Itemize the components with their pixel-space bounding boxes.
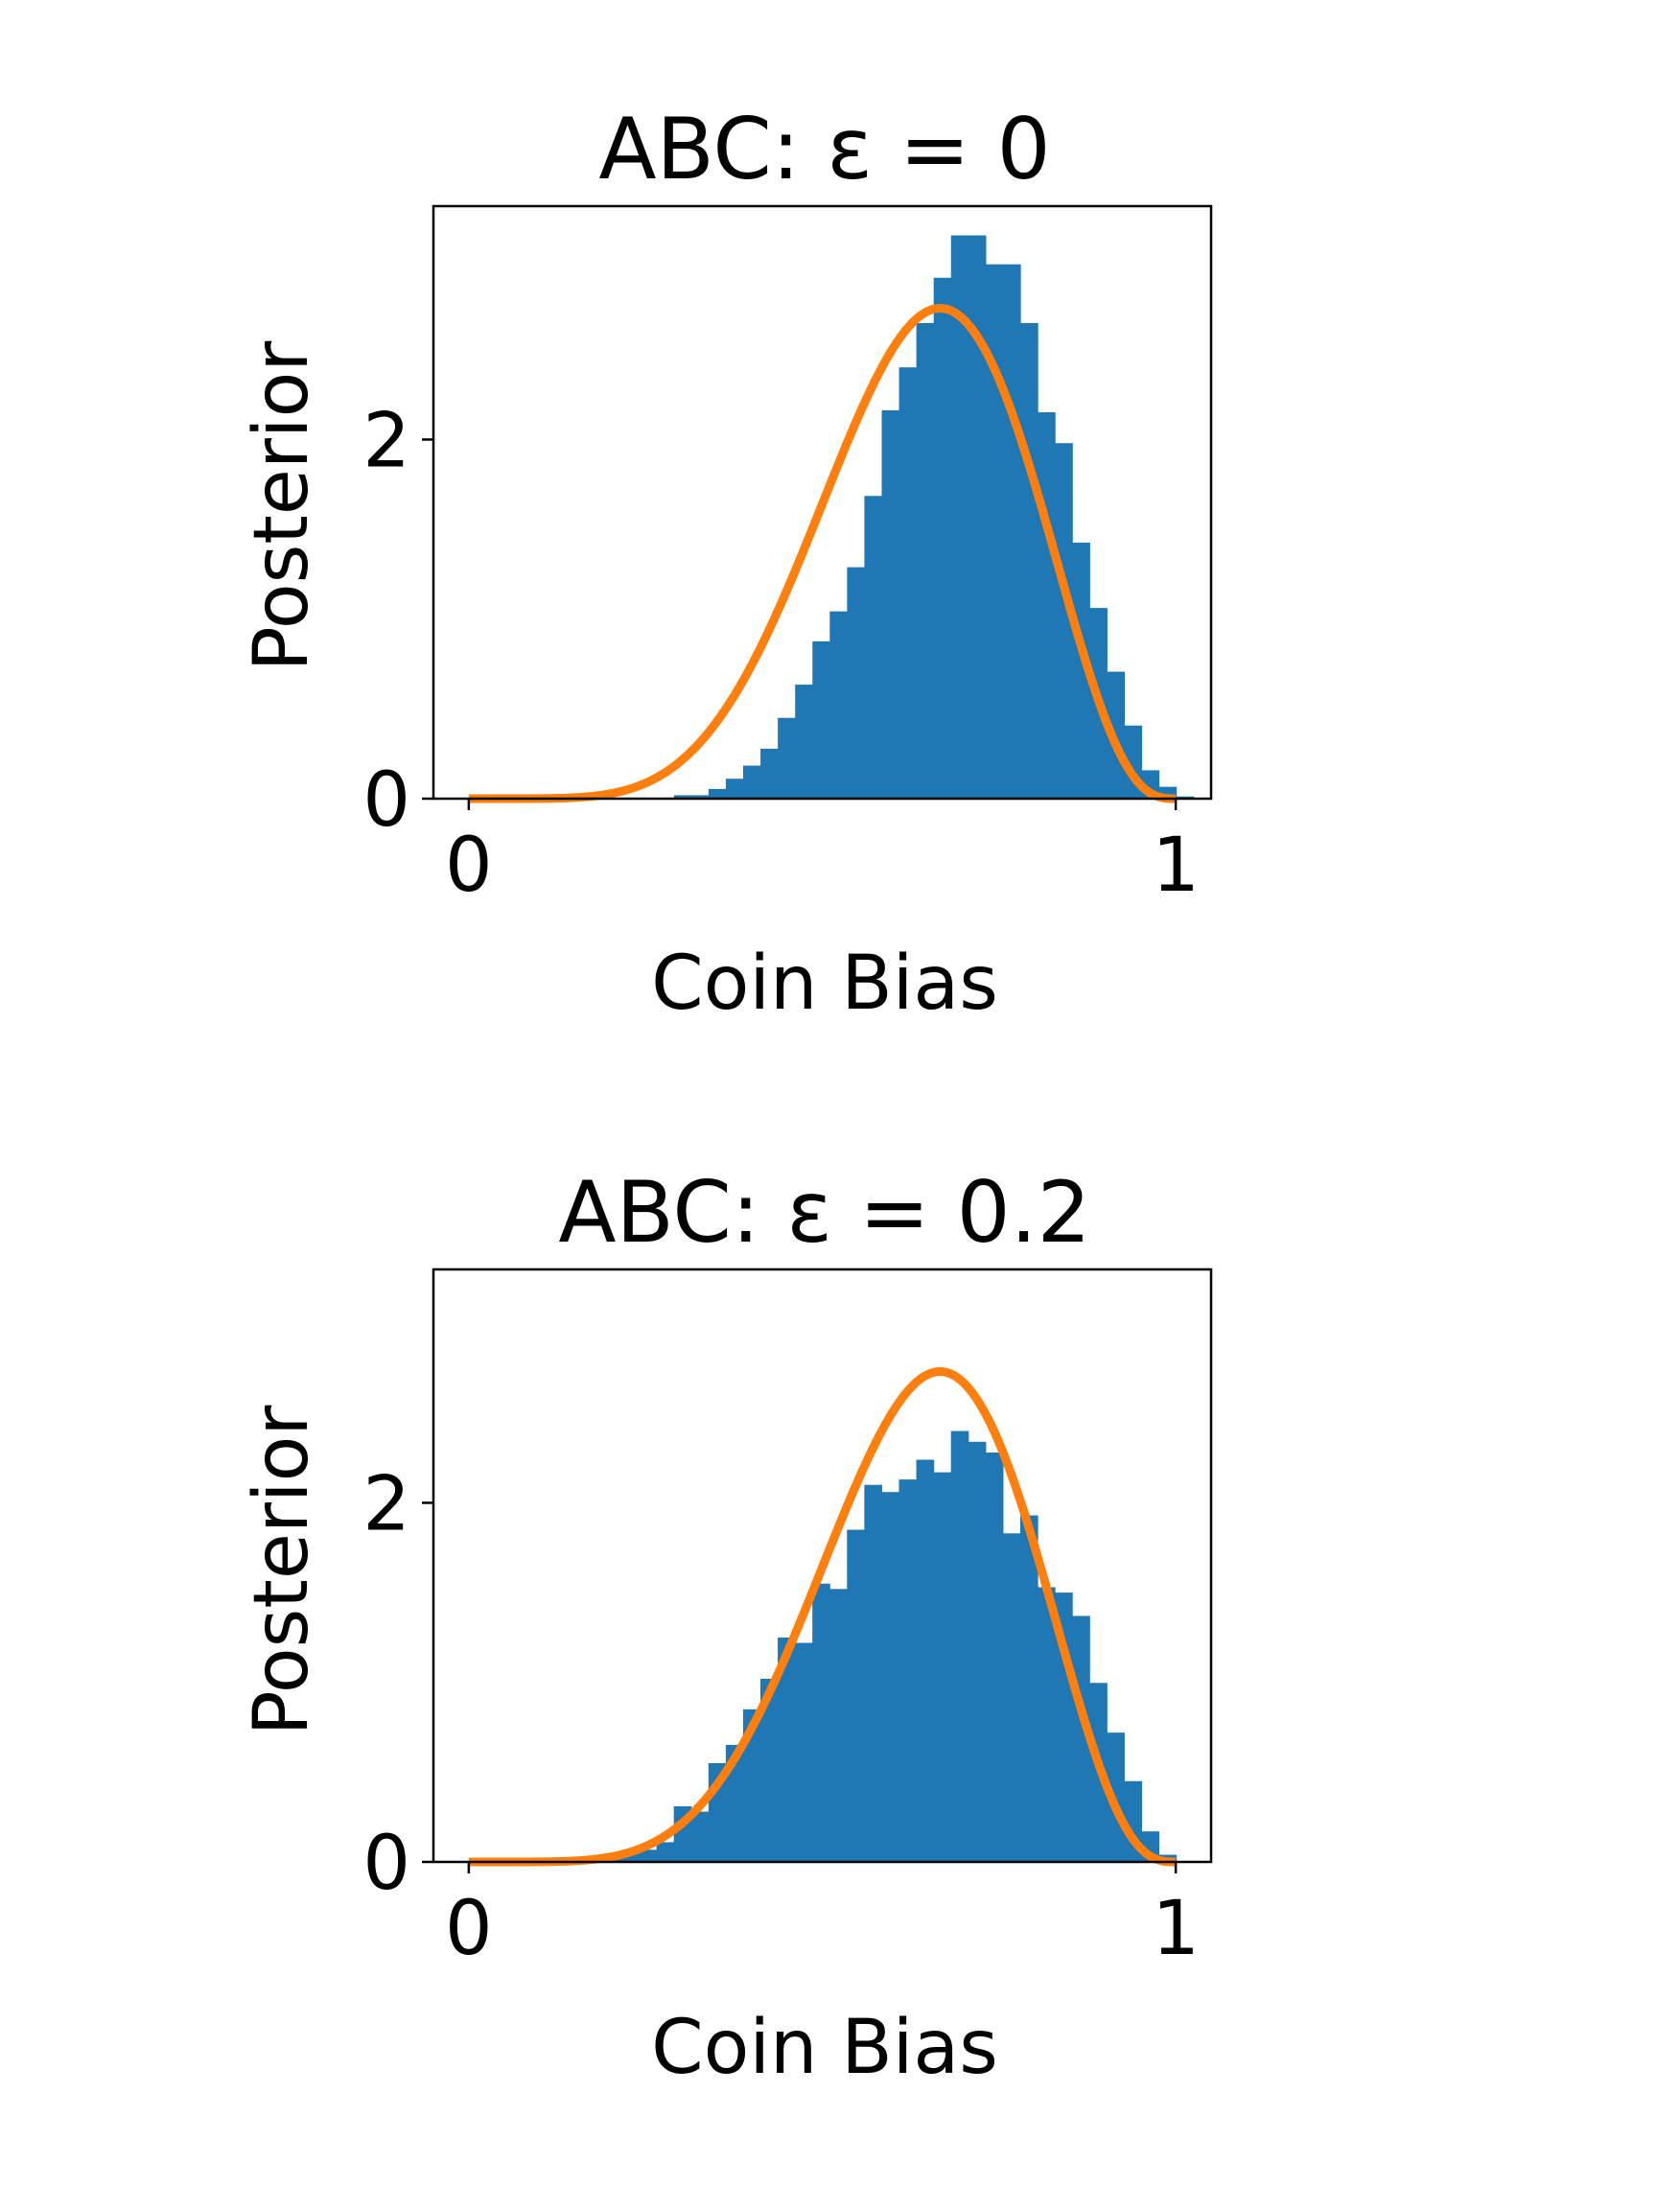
x-axis-label: Coin Bias <box>651 2005 998 2091</box>
histogram-bar <box>898 1479 918 1862</box>
histogram-bar <box>985 264 1004 799</box>
histogram-bar <box>829 1589 848 1862</box>
x-tick-label: 1 <box>1152 1886 1200 1972</box>
chart-title: ABC: ε = 0.2 <box>558 1163 1090 1262</box>
histogram-bar <box>1055 443 1073 799</box>
histogram-bar <box>864 496 883 799</box>
histogram-bar <box>621 1851 641 1862</box>
histogram-bar <box>795 1642 813 1862</box>
histogram-bar <box>985 1453 1004 1862</box>
histogram-bar <box>795 685 813 799</box>
histogram-bar <box>778 1637 796 1862</box>
histogram-bar <box>759 1678 779 1862</box>
histogram-bar <box>916 1459 935 1862</box>
histogram-bar <box>1019 1515 1038 1862</box>
histogram-bar <box>1002 1533 1021 1862</box>
histogram-bar <box>760 748 779 799</box>
histogram-bar <box>778 717 796 799</box>
histogram-bar <box>847 1529 865 1862</box>
x-tick-label: 0 <box>445 823 493 909</box>
histogram-bar <box>933 277 952 800</box>
histogram-bar <box>725 779 744 799</box>
histogram-bar <box>690 795 710 799</box>
posterior-curve <box>466 1367 1178 1867</box>
histogram-bar <box>725 1744 744 1862</box>
histogram-bar <box>847 567 866 799</box>
histogram-bar <box>656 1842 675 1862</box>
histogram-bar <box>1037 1587 1056 1862</box>
y-axis-ticks: 02 <box>362 398 433 844</box>
histogram-bar <box>864 1484 883 1862</box>
histogram-bar <box>1072 542 1090 799</box>
y-tick-label: 2 <box>362 398 410 484</box>
histogram-bar <box>812 640 830 799</box>
y-axis-label: Posterior <box>239 1405 325 1736</box>
histogram-bar <box>1038 411 1056 799</box>
histogram-bar <box>1072 1616 1090 1862</box>
histogram-bar <box>950 1430 969 1862</box>
histogram-bars <box>656 235 1195 800</box>
plot-frame <box>432 204 1213 801</box>
histogram-bar <box>708 788 727 799</box>
histogram-bar <box>812 1583 830 1862</box>
plot-frame <box>432 1267 1213 1864</box>
chart-title: ABC: ε = 0 <box>598 100 1050 198</box>
histogram-bar <box>898 367 918 799</box>
histogram-bar <box>742 1709 761 1862</box>
x-tick-label: 0 <box>445 1886 493 1972</box>
histogram-bar <box>881 1492 900 1862</box>
histogram-bar <box>639 1849 658 1862</box>
histogram-bar <box>742 765 761 799</box>
histogram-bar <box>1002 264 1021 799</box>
y-axis-label: Posterior <box>239 340 325 672</box>
y-tick-label: 0 <box>362 1821 410 1907</box>
histogram-bar <box>968 1441 987 1862</box>
histogram-bar <box>690 1811 710 1862</box>
histogram-bar <box>673 795 692 799</box>
posterior-curve <box>466 304 1178 803</box>
histogram-bar <box>933 1472 952 1862</box>
histogram-bars <box>587 1430 1195 1862</box>
histogram-bar <box>968 235 987 799</box>
histogram-bar <box>881 409 900 799</box>
x-tick-label: 1 <box>1152 823 1200 909</box>
x-axis-label: Coin Bias <box>651 941 998 1027</box>
y-tick-label: 2 <box>362 1461 410 1547</box>
y-tick-label: 0 <box>362 757 410 844</box>
histogram-bar <box>950 235 969 799</box>
histogram-bar <box>916 322 935 799</box>
histogram-bar <box>829 611 848 799</box>
histogram-bar <box>1020 322 1038 799</box>
y-axis-ticks: 02 <box>362 1461 433 1907</box>
